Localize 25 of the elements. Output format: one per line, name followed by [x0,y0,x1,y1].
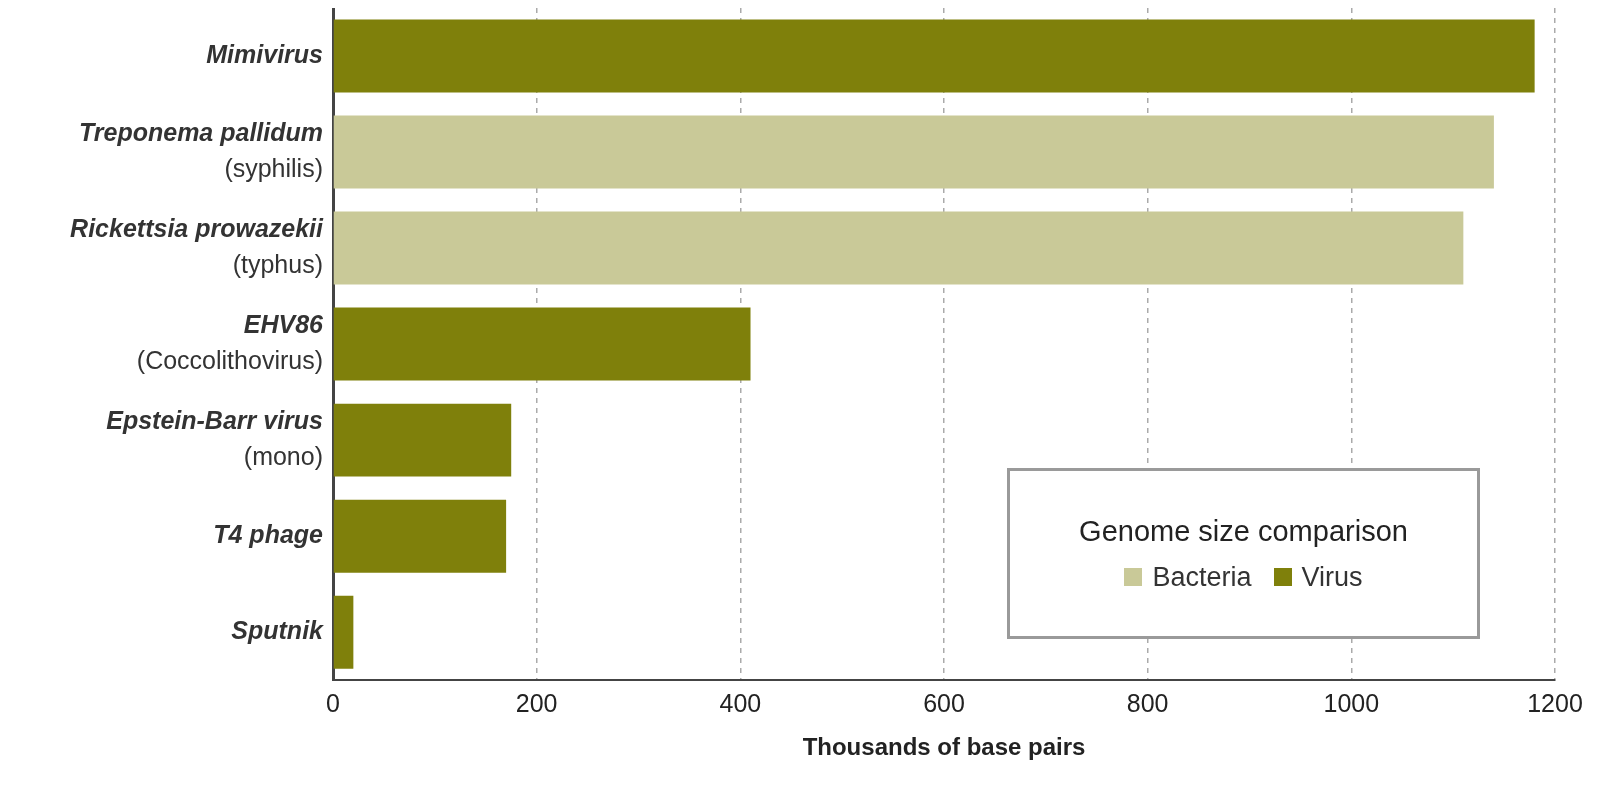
bar [333,499,507,573]
x-tick-label: 200 [515,689,558,718]
bar [333,403,512,477]
legend-title: Genome size comparison [1079,514,1408,548]
bar [333,115,1494,189]
y-tick-label: Treponema pallidum (syphilis) [78,117,323,182]
y-tick-label: Mimivirus [206,39,324,68]
bar [333,595,354,669]
bar [333,307,751,381]
y-tick-label: Epstein-Barr virus (mono) [106,406,324,471]
legend-label: Virus [1301,561,1363,593]
y-tick-label: Sputnik [231,616,325,645]
x-axis-title: Thousands of base pairs [802,733,1086,761]
y-tick-label: EHV86 (Coccolithovirus) [136,309,325,374]
x-tick-label: 600 [923,689,965,718]
bar [333,19,1535,93]
y-tick-label: T4 phage [213,520,324,549]
x-tick-label: 1200 [1527,689,1583,718]
legend-label: Bacteria [1152,561,1252,593]
x-tick-label: 400 [719,689,762,718]
bar [333,211,1464,285]
y-tick-label: Rickettsia prowazekii (typhus) [70,213,325,278]
x-tick-label: 1000 [1323,689,1380,718]
x-tick-label: 0 [326,689,340,718]
x-tick-label: 800 [1126,689,1169,718]
